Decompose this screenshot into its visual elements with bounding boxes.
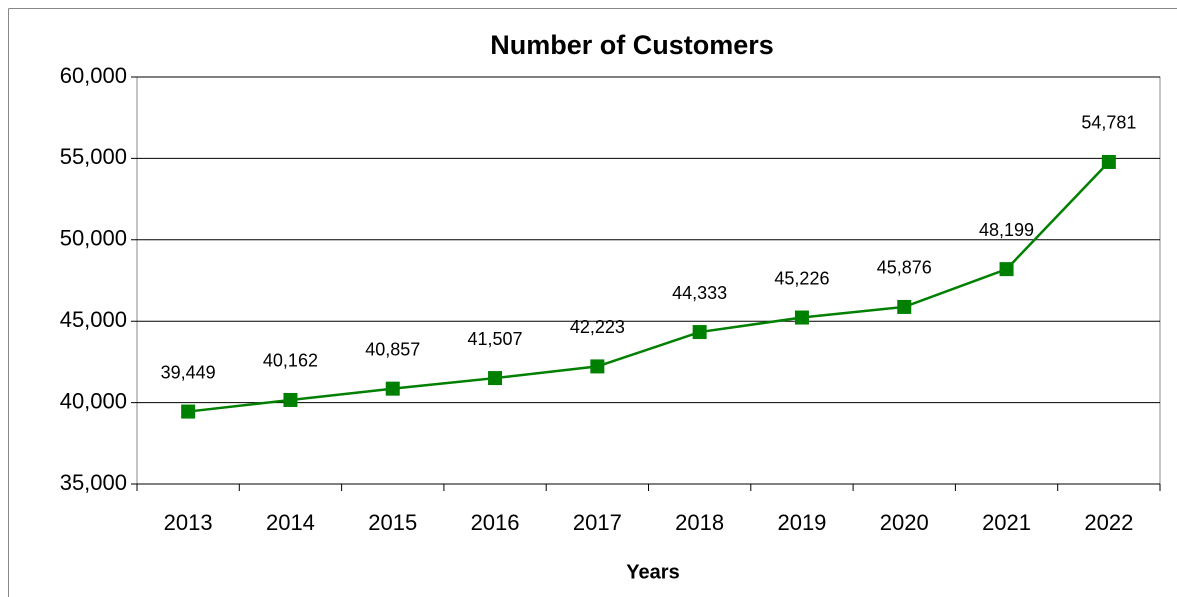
y-tick-label: 60,000 [60, 63, 127, 88]
data-label: 41,507 [468, 329, 523, 349]
marker [692, 325, 707, 340]
data-label: 48,199 [979, 220, 1034, 240]
data-label: 40,857 [365, 339, 420, 359]
marker [488, 371, 503, 386]
x-axis-title: Years [626, 561, 679, 583]
x-tick-label: 2017 [573, 510, 622, 535]
chart-title: Number of Customers [490, 30, 774, 60]
marker [385, 381, 400, 396]
data-label: 42,223 [570, 317, 625, 337]
marker [897, 299, 912, 314]
x-tick-label: 2021 [982, 510, 1031, 535]
y-tick-label: 50,000 [60, 226, 127, 251]
x-tick-label: 2013 [164, 510, 213, 535]
y-tick-label: 40,000 [60, 388, 127, 413]
marker [181, 404, 196, 419]
marker [1101, 154, 1116, 169]
x-tick-label: 2016 [471, 510, 520, 535]
x-tick-label: 2022 [1084, 510, 1133, 535]
plot-area [136, 76, 1161, 485]
marker [590, 359, 605, 374]
y-tick-label: 35,000 [60, 470, 127, 495]
x-tick-label: 2018 [675, 510, 724, 535]
data-label: 54,781 [1081, 113, 1136, 133]
data-label: 45,226 [774, 268, 829, 288]
y-tick-label: 45,000 [60, 307, 127, 332]
data-label: 40,162 [263, 351, 318, 371]
x-tick-label: 2014 [266, 510, 315, 535]
marker [794, 310, 809, 325]
series-line [188, 161, 1110, 413]
x-tick-label: 2019 [777, 510, 826, 535]
marker [283, 392, 298, 407]
x-tick-label: 2015 [368, 510, 417, 535]
marker [999, 262, 1014, 277]
y-tick-label: 55,000 [60, 144, 127, 169]
x-tick-label: 2020 [880, 510, 929, 535]
data-label: 45,876 [877, 258, 932, 278]
data-label: 44,333 [672, 283, 727, 303]
data-label: 39,449 [161, 362, 216, 382]
